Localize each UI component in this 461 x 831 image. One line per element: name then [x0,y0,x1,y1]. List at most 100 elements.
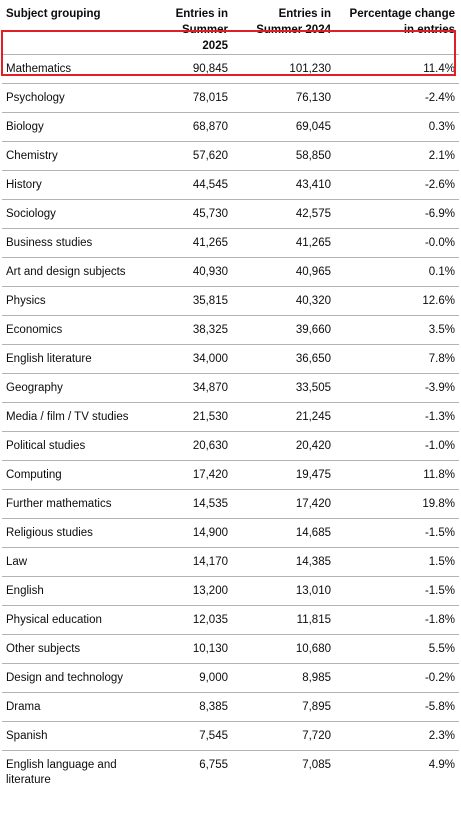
cell-entries-2025: 13,200 [152,576,232,606]
cell-subject: Art and design subjects [2,257,152,287]
cell-pct-change: 2.3% [335,721,459,751]
cell-pct-change: 0.3% [335,112,459,142]
cell-entries-2025: 68,870 [152,112,232,142]
cell-entries-2024: 21,245 [232,402,335,432]
cell-entries-2024: 40,965 [232,257,335,287]
cell-entries-2025: 14,170 [152,547,232,577]
cell-entries-2024: 14,385 [232,547,335,577]
cell-subject: Sociology [2,199,152,229]
table-row: Psychology 78,015 76,130 -2.4% [2,83,459,113]
cell-entries-2024: 40,320 [232,286,335,316]
cell-subject: Drama [2,692,152,722]
cell-entries-2025: 34,870 [152,373,232,403]
cell-entries-2025: 14,900 [152,518,232,548]
cell-entries-2024: 13,010 [232,576,335,606]
table-row: Other subjects 10,130 10,680 5.5% [2,634,459,664]
cell-pct-change: -2.6% [335,170,459,200]
cell-pct-change: 3.5% [335,315,459,345]
table-row: Spanish 7,545 7,720 2.3% [2,721,459,751]
header-entries-2024: Entries in Summer 2024 [232,0,335,55]
cell-subject: English [2,576,152,606]
cell-pct-change: 12.6% [335,286,459,316]
cell-subject: Political studies [2,431,152,461]
cell-subject: Business studies [2,228,152,258]
cell-subject: Psychology [2,83,152,113]
cell-entries-2025: 9,000 [152,663,232,693]
cell-entries-2024: 58,850 [232,141,335,171]
cell-entries-2025: 44,545 [152,170,232,200]
cell-entries-2025: 34,000 [152,344,232,374]
cell-entries-2025: 41,265 [152,228,232,258]
cell-entries-2025: 40,930 [152,257,232,287]
cell-pct-change: 4.9% [428,759,455,771]
table-row: English language and literature 6,755 7,08… [2,751,459,795]
cell-entries-2025: 6,755 [199,759,228,771]
cell-subject: Design and technology [2,663,152,693]
cell-pct-change: 7.8% [335,344,459,374]
cell-entries-2024: 42,575 [232,199,335,229]
cell-entries-2024: 11,815 [232,605,335,635]
cell-entries-2024: 7,085 [302,759,331,771]
table-row: Sociology 45,730 42,575 -6.9% [2,199,459,229]
cell-entries-2024: 10,680 [232,634,335,664]
cell-subject: History [2,170,152,200]
table-row: English literature 34,000 36,650 7.8% [2,344,459,374]
cell-entries-2025: 57,620 [152,141,232,171]
cell-entries-2025: 78,015 [152,83,232,113]
cell-entries-2024: 41,265 [232,228,335,258]
table-row: Chemistry 57,620 58,850 2.1% [2,141,459,171]
cell-subject: Law [2,547,152,577]
cell-entries-2024: 101,230 [232,54,335,84]
cell-entries-2024: 39,660 [232,315,335,345]
table-row: Geography 34,870 33,505 -3.9% [2,373,459,403]
cell-pct-change: -1.0% [335,431,459,461]
cell-pct-change: -1.5% [335,576,459,606]
cell-subject: Computing [2,460,152,490]
cell-entries-2024: 69,045 [232,112,335,142]
table-row: Computing 17,420 19,475 11.8% [2,460,459,490]
table-row: Physical education 12,035 11,815 -1.8% [2,605,459,635]
cell-pct-change: -1.5% [335,518,459,548]
cell-entries-2025: 10,130 [152,634,232,664]
table-row: History 44,545 43,410 -2.6% [2,170,459,200]
cell-subject: Physics [2,286,152,316]
table-row: Biology 68,870 69,045 0.3% [2,112,459,142]
cell-entries-2024: 7,895 [232,692,335,722]
table-row: Further mathematics 14,535 17,420 19.8% [2,489,459,519]
cell-entries-2025: 38,325 [152,315,232,345]
cell-entries-2025: 20,630 [152,431,232,461]
cell-subject: Economics [2,315,152,345]
cell-pct-change: 0.1% [335,257,459,287]
table-header: Subject grouping Entries in Summer 2025 … [2,0,459,55]
cell-entries-2024: 7,720 [232,721,335,751]
cell-entries-2025: 17,420 [152,460,232,490]
header-row: Subject grouping Entries in Summer 2025 … [2,0,459,55]
cell-entries-2024: 43,410 [232,170,335,200]
cell-entries-2025: 7,545 [152,721,232,751]
entries-table: Subject grouping Entries in Summer 2025 … [2,0,459,794]
table-row: Drama 8,385 7,895 -5.8% [2,692,459,722]
cell-subject: Biology [2,112,152,142]
table-row: Design and technology 9,000 8,985 -0.2% [2,663,459,693]
header-pct-change: Percentage change in entries [335,0,459,55]
cell-pct-change: 1.5% [335,547,459,577]
table-row: Political studies 20,630 20,420 -1.0% [2,431,459,461]
table-row: Art and design subjects 40,930 40,965 0.1% [2,257,459,287]
cell-pct-change: -0.2% [335,663,459,693]
cell-subject: English literature [2,344,152,374]
cell-entries-2024: 19,475 [232,460,335,490]
cell-entries-2025: 90,845 [152,54,232,84]
cell-pct-change: -1.8% [335,605,459,635]
cell-entries-2025: 35,815 [152,286,232,316]
cell-pct-change: -3.9% [335,373,459,403]
cell-entries-2024: 20,420 [232,431,335,461]
cell-pct-change: 2.1% [335,141,459,171]
cell-entries-2025: 12,035 [152,605,232,635]
cell-pct-change: 5.5% [335,634,459,664]
cell-entries-2024: 8,985 [232,663,335,693]
cell-entries-2025: 8,385 [152,692,232,722]
cell-subject: Other subjects [2,634,152,664]
table-row: Economics 38,325 39,660 3.5% [2,315,459,345]
cell-pct-change: 11.8% [335,460,459,490]
cell-subject: Spanish [2,721,152,751]
